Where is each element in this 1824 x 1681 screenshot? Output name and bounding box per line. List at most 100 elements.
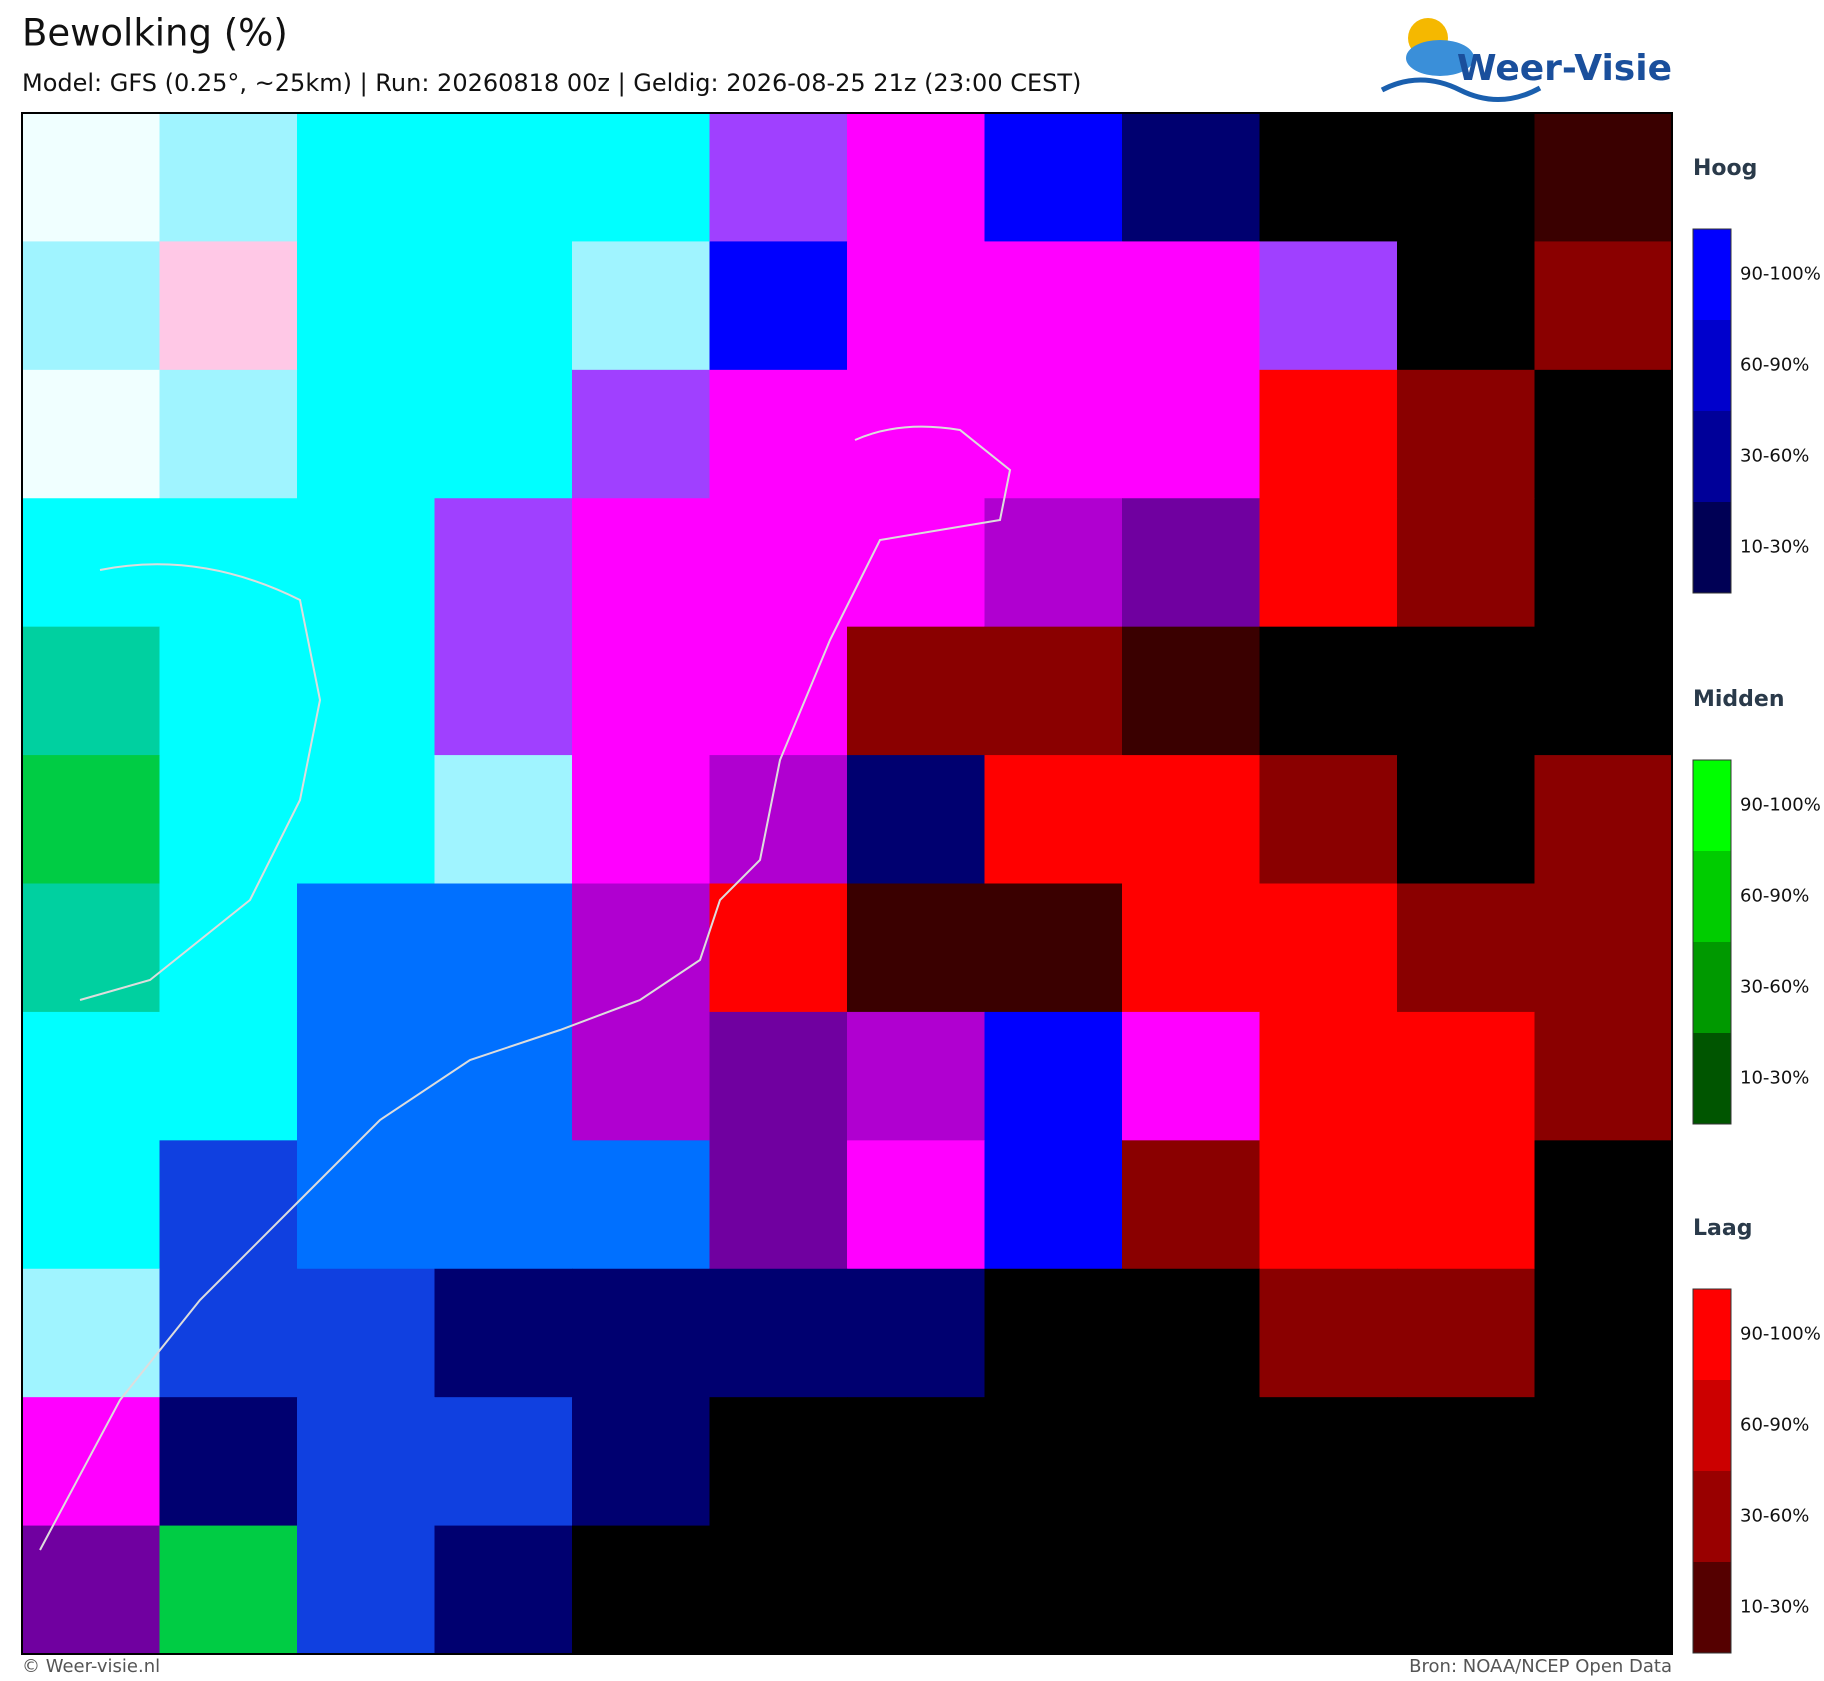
cloud-cell [709,883,848,1013]
cloud-cell [1534,1140,1673,1270]
cloud-cell [1259,755,1398,884]
cloud-cell [1397,1397,1535,1527]
cloud-cell [1534,1525,1673,1655]
legend-label: 30-60% [1740,977,1809,998]
cloud-cell [22,113,160,242]
legend-label: 60-90% [1740,886,1809,907]
cloud-cell [572,241,710,371]
cloud-cell [22,626,160,756]
cloud-cell [434,626,573,756]
cloud-cell [572,626,710,756]
cloud-cell [434,1140,573,1270]
legend-frame [1692,759,1732,1125]
legend-label: 60-90% [1740,355,1809,376]
cloud-cell [1259,626,1398,756]
legend-swatch [1693,229,1731,320]
cloud-cell [159,113,298,242]
cloud-cell [572,883,710,1013]
cloud-cell [434,241,573,371]
legend-label: 30-60% [1740,1506,1809,1527]
cloud-cell [847,883,985,1013]
cloud-cell [1259,1011,1398,1141]
cloud-cell [847,626,985,756]
cloud-cell [434,113,573,242]
cloud-cell [1259,113,1398,242]
cloud-cell [1534,1397,1673,1527]
cloud-cell [709,1397,848,1527]
cloud-cell [297,755,435,884]
cloud-cell [984,1525,1123,1655]
cloud-cell [709,1525,848,1655]
cloud-cell [572,369,710,499]
cloud-cell [984,241,1123,371]
cloud-cell [847,498,985,628]
cloud-cell [1534,626,1673,756]
cloud-cell [22,1397,160,1527]
cloud-cell [572,1525,710,1655]
cloud-cell [297,1011,435,1141]
cloud-cell [1122,369,1260,499]
legend-title: Midden [1693,687,1785,712]
cloud-cell [22,1140,160,1270]
cloud-cell [847,241,985,371]
legend-label: 30-60% [1740,446,1809,467]
cloud-cell [1259,1140,1398,1270]
coastline [39,425,1012,1551]
cloud-cell [297,626,435,756]
cloud-cell [1397,113,1535,242]
legend-swatch [1693,320,1731,411]
cloud-cell [984,883,1123,1013]
cloud-cell [297,113,435,242]
map-frame [21,112,1673,1655]
legend-label: 60-90% [1740,1415,1809,1436]
legend-swatch [1693,502,1731,593]
cloud-cell [1534,1268,1673,1398]
cloud-cell [1122,755,1260,884]
cloud-cell [1534,1011,1673,1141]
cloud-cell [984,1268,1123,1398]
cloud-cell [1122,626,1260,756]
cloud-cell [1122,1011,1260,1141]
cloud-cell [297,1268,435,1398]
legend-label: 10-30% [1740,537,1809,558]
cloud-cell [159,1011,298,1141]
cloud-cell [984,755,1123,884]
legend-swatch [1693,942,1731,1033]
cloud-cell [297,369,435,499]
legend-swatch [1693,411,1731,502]
cloud-cell [847,1268,985,1398]
cloud-cell [984,626,1123,756]
cloud-cell [572,755,710,884]
cloud-cell [22,369,160,499]
cloud-cell [434,1525,573,1655]
cloud-cell [297,1397,435,1527]
cloud-cell [159,369,298,499]
legend-swatch [1693,851,1731,942]
cloud-cell [297,1140,435,1270]
cloud-cell [1259,883,1398,1013]
legend-label: 90-100% [1740,264,1821,285]
cloud-cell [434,883,573,1013]
cloud-cell [572,1140,710,1270]
cloud-cell [1534,498,1673,628]
cloud-cell [434,369,573,499]
logo-text: Weer-Visie [1457,48,1672,89]
logo: Weer-Visie [1380,18,1672,102]
cloud-cell [1397,498,1535,628]
cloud-cell [22,1011,160,1141]
cloud-cell [159,241,298,371]
footer-right: Bron: NOAA/NCEP Open Data [1409,1656,1672,1677]
cloud-cell [572,113,710,242]
cloud-cell [984,1140,1123,1270]
legend-frame [1692,228,1732,594]
cloud-cell [159,1140,298,1270]
cloud-cell [434,1011,573,1141]
cloud-cell [1397,369,1535,499]
cloud-cell [1259,1525,1398,1655]
cloud-cell [159,1525,298,1655]
legend-label: 90-100% [1740,795,1821,816]
title: Bewolking (%) [22,12,288,55]
legend-swatch [1693,1562,1731,1653]
cloud-cell [1534,755,1673,884]
cloud-cell [709,369,848,499]
